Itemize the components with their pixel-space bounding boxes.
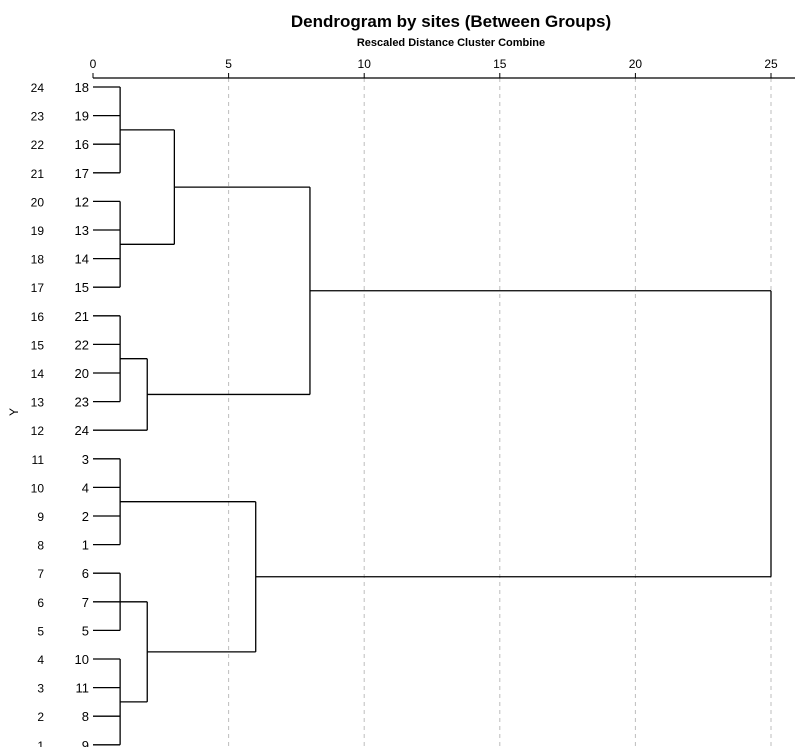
leaf-label: 6 (82, 566, 89, 581)
leaf-label: 12 (75, 194, 89, 209)
x-tick-label: 5 (225, 57, 232, 71)
leaf-label: 14 (75, 252, 89, 267)
y-tick-label: 22 (31, 138, 45, 152)
leaf-label: 3 (82, 452, 89, 467)
y-tick-label: 15 (31, 338, 45, 352)
x-tick-label: 0 (90, 57, 97, 71)
leaf-label: 22 (75, 337, 89, 352)
y-tick-label: 3 (37, 682, 44, 696)
chart-title: Dendrogram by sites (Between Groups) (291, 12, 611, 31)
leaf-label: 4 (82, 480, 89, 495)
x-tick-label: 15 (493, 57, 507, 71)
leaf-label: 19 (75, 109, 89, 124)
y-tick-label: 13 (31, 396, 45, 410)
y-tick-label: 19 (31, 224, 45, 238)
x-tick-label: 20 (629, 57, 643, 71)
leaf-label: 15 (75, 280, 89, 295)
y-tick-label: 8 (37, 539, 44, 553)
leaf-label: 16 (75, 137, 89, 152)
leaf-label: 9 (82, 738, 89, 747)
y-tick-label: 21 (31, 167, 45, 181)
x-tick-label: 10 (358, 57, 372, 71)
y-tick-label: 16 (31, 310, 45, 324)
y-tick-label: 1 (37, 739, 44, 747)
y-tick-label: 2 (37, 710, 44, 724)
leaf-label: 11 (76, 681, 90, 696)
leaf-label: 1 (82, 538, 89, 553)
leaf-label: 17 (75, 166, 89, 181)
grid-lines (228, 78, 772, 747)
x-tick-label: 25 (764, 57, 778, 71)
leaf-label: 18 (75, 80, 89, 95)
dendrogram-links (93, 86, 772, 746)
y-tick-label: 5 (37, 624, 44, 638)
y-tick-label: 11 (32, 453, 45, 467)
y-tick-label: 17 (31, 281, 45, 295)
y-tick-label: 23 (31, 110, 45, 124)
x-axis: 0 5 10 15 20 25 (90, 57, 795, 79)
y-axis-label: Y (7, 408, 21, 416)
y-tick-label: 9 (37, 510, 44, 524)
leaf-label: 24 (75, 423, 89, 438)
y-tick-label: 4 (37, 653, 44, 667)
chart-subtitle: Rescaled Distance Cluster Combine (357, 37, 545, 49)
y-tick-label: 14 (31, 367, 45, 381)
y-tick-label: 12 (31, 424, 45, 438)
y-tick-label: 24 (31, 81, 45, 95)
y-tick-label: 7 (37, 567, 44, 581)
leaf-label: 2 (82, 509, 89, 524)
leaf-label: 20 (75, 366, 89, 381)
y-tick-label: 10 (31, 481, 45, 495)
leaf-label: 5 (82, 623, 89, 638)
leaf-label: 21 (75, 309, 89, 324)
leaf-label: 7 (82, 595, 89, 610)
leaf-label: 10 (75, 652, 89, 667)
y-tick-label: 20 (31, 195, 45, 209)
leaf-label: 13 (75, 223, 89, 238)
leaf-label: 8 (82, 709, 89, 724)
y-tick-label: 6 (37, 596, 44, 610)
y-tick-label: 18 (31, 253, 45, 267)
leaf-label: 23 (75, 395, 89, 410)
